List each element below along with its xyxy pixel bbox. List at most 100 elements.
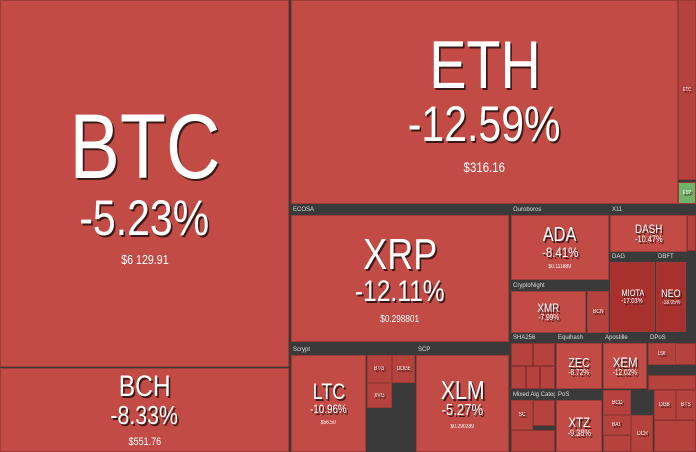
coin-tile: ADA -8.41% $0.111889 — [511, 215, 609, 280]
coin-name: XEM — [612, 354, 638, 370]
small-tile — [603, 435, 631, 452]
coin-name: ETH — [428, 26, 541, 103]
coin-name: BCN — [592, 309, 604, 315]
coin-name: NEO — [661, 287, 681, 300]
coin-tile: LSK — [648, 343, 676, 365]
coin-change: -8.33% — [110, 400, 179, 430]
coin-change: -17.03% — [621, 298, 644, 305]
coin-change: -5.27% — [441, 402, 484, 419]
coin-tile: ETH -12.59% $316.16 — [291, 0, 678, 204]
group-header: X11 — [610, 205, 696, 215]
small-tile — [654, 420, 696, 452]
coin-name: DASH — [634, 222, 663, 236]
coin-change: -12.59% — [408, 95, 561, 152]
coin-name: XVG — [374, 392, 385, 399]
coin-change: -10.47% — [634, 234, 663, 244]
coin-tile: XTZ -9.38% — [556, 400, 602, 452]
group-header: PoS — [556, 390, 602, 400]
coin-price: $6 129.91 — [120, 252, 169, 267]
coin-name: XMR — [537, 301, 560, 315]
coin-tile: BCH -8.33% $551.76 — [0, 368, 289, 452]
coin-change: -8.72% — [568, 367, 590, 377]
coin-name: XRP — [362, 229, 438, 279]
coin-tile: BTS — [676, 390, 696, 420]
coin-name: LSK — [658, 350, 666, 357]
group-header: SCP — [416, 345, 509, 355]
coin-change: -12.02% — [612, 368, 638, 377]
coin-name: BTS — [681, 402, 691, 408]
coin-name: BCD — [611, 399, 623, 406]
group-header: DAG — [610, 252, 655, 262]
coin-change: -10.96% — [310, 402, 347, 416]
small-tile — [533, 343, 555, 366]
group-header: Scrypt — [291, 345, 415, 355]
coin-tile: BAT — [603, 415, 631, 435]
coin-tile: XVG — [367, 383, 392, 408]
group-header: DBFT — [656, 252, 696, 262]
coin-price: $0.111889 — [548, 264, 572, 270]
coin-tile: DOGE — [392, 355, 415, 383]
group-header: Ouroboros — [511, 205, 609, 215]
coin-tile: DASH -10.47% — [610, 215, 687, 252]
coin-name: ETC — [682, 86, 692, 93]
coin-name: BAT — [612, 422, 622, 428]
group-header: DPoS — [648, 333, 696, 343]
coin-change: -7.99% — [538, 313, 559, 322]
coin-change: -8.41% — [541, 244, 579, 260]
coin-tile: XEM -12.02% — [603, 343, 647, 389]
coin-change: -5.23% — [79, 190, 210, 246]
coin-tile: NEO -18.05% — [656, 262, 686, 332]
coin-tile: MIOTA -17.03% — [610, 262, 655, 332]
coin-tile: DGB — [654, 390, 676, 420]
small-tile — [511, 343, 533, 366]
coin-tile: BCN — [587, 291, 609, 333]
coin-name: ZEC — [568, 354, 590, 370]
small-tile — [533, 400, 555, 426]
coin-tile: EXP — [678, 182, 696, 204]
coin-price: $0.298801 — [380, 313, 420, 325]
coin-tile: ETC — [678, 0, 696, 180]
coin-name: DCR — [636, 430, 648, 437]
coin-tile: ZEC -8.72% — [556, 343, 602, 389]
coin-name: MIOTA — [621, 288, 644, 298]
coin-price: $56.50 — [320, 420, 337, 426]
coin-tile: XMR -7.99% — [511, 291, 586, 333]
coin-name: XTZ — [568, 413, 590, 430]
coin-name: ADA — [543, 224, 577, 246]
coin-change: -12.11% — [355, 274, 445, 308]
coin-name: BCH — [118, 370, 171, 403]
coin-tile: XLM -5.27% $0.290289 — [416, 355, 509, 452]
small-tile — [540, 366, 555, 389]
coin-name: DOGE — [396, 366, 411, 372]
coin-change: -18.05% — [661, 299, 681, 306]
group-header: Apostille — [603, 333, 647, 343]
group-header: CryptoNight — [511, 281, 609, 291]
coin-tile: XRP -12.11% $0.298801 — [291, 215, 509, 342]
coin-name: XLM — [440, 375, 485, 405]
coin-tile: LTC -10.96% $56.50 — [291, 355, 366, 452]
coin-price: $551.76 — [128, 436, 161, 448]
small-tile — [648, 375, 696, 390]
coin-tile: BCD — [603, 390, 631, 415]
group-header: Mixed Alg Categ... — [511, 390, 555, 400]
coin-tile: DCR — [631, 415, 653, 452]
small-tile — [511, 430, 555, 452]
coin-tile: BTC -5.23% $6 129.91 — [0, 0, 289, 367]
coin-name: BTC — [69, 96, 220, 198]
small-tile — [511, 366, 526, 389]
coin-tile: BTG — [367, 355, 392, 383]
coin-price: $316.16 — [463, 158, 506, 175]
coin-change: -9.38% — [567, 427, 591, 438]
small-tile — [687, 215, 696, 251]
coin-name: BTG — [374, 366, 385, 372]
coin-price: $0.290289 — [450, 424, 475, 430]
small-tile — [526, 366, 540, 389]
coin-tile: SC — [511, 400, 533, 430]
group-header: SHA256 — [511, 333, 555, 343]
group-header: ECOSA — [291, 205, 510, 215]
group-header: Equihash — [556, 333, 602, 343]
coin-name: EXP — [682, 189, 692, 196]
coin-name: LTC — [312, 379, 345, 404]
coin-name: SC — [518, 412, 526, 418]
